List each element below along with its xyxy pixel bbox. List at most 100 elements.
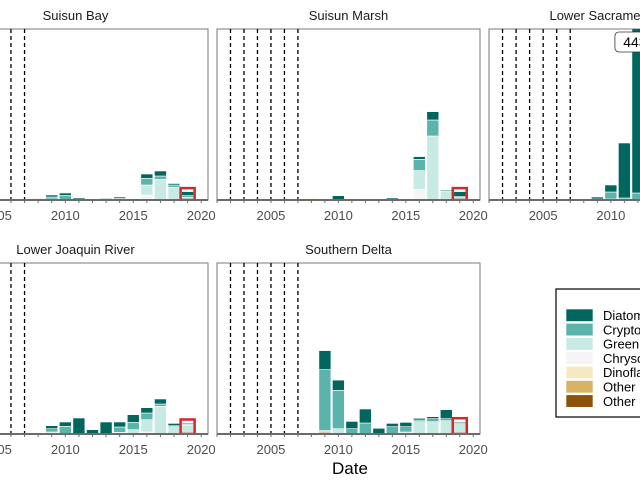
panel-plot-area [229, 263, 469, 434]
x-axis-title: Date [332, 459, 368, 478]
legend-label-dino: Dinoflagellates [603, 365, 640, 380]
bar-green-2019 [453, 423, 467, 434]
panel-frame [488, 28, 640, 201]
bar-diatom-2011 [72, 417, 86, 434]
legend-key-other2 [565, 394, 594, 408]
panel-plot-area [229, 29, 469, 200]
highlight-box-2019 [451, 186, 469, 200]
bar-green-2016 [413, 170, 426, 190]
bar-diatom-2014 [113, 421, 126, 428]
bar-diatom-2009 [591, 196, 604, 200]
bar-diatom-2015 [126, 414, 140, 423]
facet-panel: Suisun Marsh 2005 2010 2015 2020 [216, 8, 488, 223]
bar-diatom-2016 [413, 417, 426, 421]
bar-diatom-2015 [126, 197, 140, 199]
bar-crypto-2016 [140, 178, 154, 186]
bar-crypto-2009 [318, 369, 332, 431]
bar-diatom-2009 [45, 194, 59, 198]
bar-diatom-2017 [426, 111, 440, 121]
highlight-box-2019 [179, 418, 196, 434]
bar-diatom-2017 [154, 170, 167, 177]
legend-key-green [565, 337, 594, 351]
bar-crypto-2014 [113, 426, 126, 433]
x-tick-label: 2005 [529, 208, 558, 223]
bar-diatom-2011 [345, 421, 359, 429]
bar-diatom-2018 [167, 423, 181, 426]
bar-diatom-2015 [399, 422, 413, 427]
facet-panel: Southern Delta 2005 2010 2015 2020 [216, 242, 488, 457]
bar-diatom-2014 [113, 196, 126, 199]
bar-green-2018 [167, 426, 181, 434]
highlight-box-2019 [179, 186, 196, 200]
x-tick-label: 2010 [324, 442, 353, 457]
bar-crypto-2017 [154, 403, 167, 407]
bar-diatom-2010 [59, 192, 72, 196]
bar-green-2018 [439, 190, 453, 200]
x-tick-label: 2010 [596, 208, 625, 223]
bar-green-2017 [154, 405, 167, 434]
bar-diatom-2011 [618, 142, 631, 199]
panel-frame [216, 262, 481, 435]
x-tick-label: 2020 [187, 208, 216, 223]
bar-diatom-2014 [386, 423, 399, 427]
bar-green-2017 [426, 421, 440, 434]
x-tick-label: 2015 [119, 442, 148, 457]
bar-diatom-2016 [413, 156, 426, 160]
bar-diatom-2018 [439, 409, 453, 420]
bar-crypto-2012 [359, 422, 372, 434]
bar-diatom-2019 [181, 422, 194, 425]
clipped-value-label-box [614, 31, 640, 53]
bar-green-2016 [413, 421, 426, 434]
bar-crypto-2016 [413, 159, 426, 171]
bar-diatom-2013 [99, 421, 113, 434]
panel-frame [0, 262, 209, 435]
x-tick-label: 2010 [51, 208, 80, 223]
panel-frame [0, 28, 209, 201]
facet-panel: Lower Joaquin River 2005 2010 2015 2020 [0, 242, 216, 457]
x-tick-label: 2015 [391, 208, 420, 223]
bar-diatom-2010 [604, 184, 618, 193]
bar-diatom-2019 [181, 191, 194, 196]
bar-green-2016 [140, 184, 154, 196]
bar-chryso-2016 [413, 189, 426, 200]
bar-green-2018 [167, 187, 181, 200]
legend-label-other1: Other [603, 380, 636, 395]
bar-green-2017 [426, 135, 440, 200]
bar-crypto-2017 [426, 119, 440, 137]
facet-title: Lower Joaquin River [16, 242, 135, 257]
bar-crypto-2017 [154, 175, 167, 180]
bar-crypto-2010 [604, 191, 618, 200]
bar-green-2017 [154, 179, 167, 200]
legend-label-chryso: Chrysophytes [603, 351, 640, 366]
x-tick-label: 2020 [187, 442, 216, 457]
legend: DiatomsCryptophytesGreen AlgaeChrysophyt… [555, 288, 640, 418]
panel-frame [216, 28, 481, 201]
bar-diatom-2009 [45, 425, 59, 430]
bar-dino-2008 [305, 197, 318, 200]
legend-label-crypto: Cryptophytes [603, 322, 640, 337]
x-tick-label: 2010 [324, 208, 353, 223]
bar-diatom-2018 [167, 183, 181, 186]
bar-diatom-2016 [140, 173, 154, 179]
facet-panel: Suisun Bay 2005 2010 2015 2020 [0, 8, 216, 223]
x-tick-label: 2005 [0, 442, 12, 457]
facet-title: Suisun Bay [43, 8, 109, 23]
x-tick-label: 2005 [0, 208, 12, 223]
bar-crypto-2009 [45, 428, 59, 433]
highlight-box-2019 [451, 416, 469, 434]
bar-crypto-2010 [59, 425, 72, 434]
legend-key-diatom [565, 308, 594, 322]
panel-plot-area [10, 263, 196, 434]
bar-diatom-2016 [140, 407, 154, 414]
facet-title: Lower Sacramento River [549, 8, 640, 23]
bar-crypto-2009 [45, 196, 59, 200]
bar-diatom-2019 [453, 191, 467, 197]
facet-title: Suisun Marsh [309, 8, 388, 23]
x-tick-label: 2015 [119, 208, 148, 223]
bar-crypto-2018 [167, 184, 181, 188]
x-tick-label: 2015 [391, 442, 420, 457]
bar-diatom-2018 [439, 189, 453, 192]
bar-crypto-2016 [140, 412, 154, 420]
bar-diatom-2017 [426, 416, 440, 420]
bar-diatom-2019 [453, 421, 467, 424]
